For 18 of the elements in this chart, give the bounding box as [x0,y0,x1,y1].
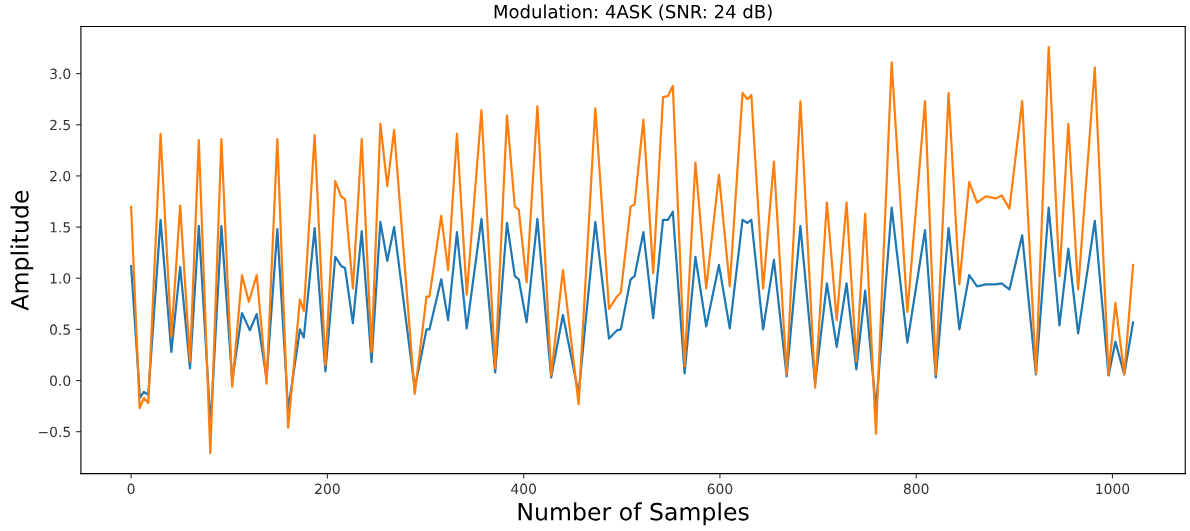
y-axis-title: Amplitude [10,190,34,311]
x-tick-label: 600 [707,483,733,495]
y-tick-label: 1.5 [50,222,70,233]
x-tick-label: 0 [127,483,135,495]
y-tick-label: 3.0 [50,68,71,80]
y-tick-label: 1.0 [50,273,71,284]
y-tick-label: −0.5 [38,426,70,438]
y-tick-label: 2.0 [50,170,71,182]
x-tick-label: 200 [315,483,340,495]
x-tick-label: 800 [903,483,929,495]
x-tick-label: 1000 [1096,483,1130,495]
y-tick-label: 2.5 [50,119,70,131]
chart-title: Modulation: 4ASK (SNR: 24 dB) [494,4,772,21]
x-tick-label: 400 [511,483,536,495]
line-series [130,45,1135,455]
x-axis-title: Number of Samples [518,502,749,526]
y-tick-label: 0.5 [50,324,70,335]
y-tick-label: 0.0 [50,375,71,387]
